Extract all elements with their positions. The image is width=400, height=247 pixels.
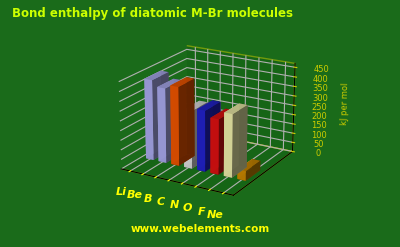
Text: Bond enthalpy of diatomic M-Br molecules: Bond enthalpy of diatomic M-Br molecules bbox=[12, 7, 293, 21]
Text: www.webelements.com: www.webelements.com bbox=[130, 224, 270, 234]
